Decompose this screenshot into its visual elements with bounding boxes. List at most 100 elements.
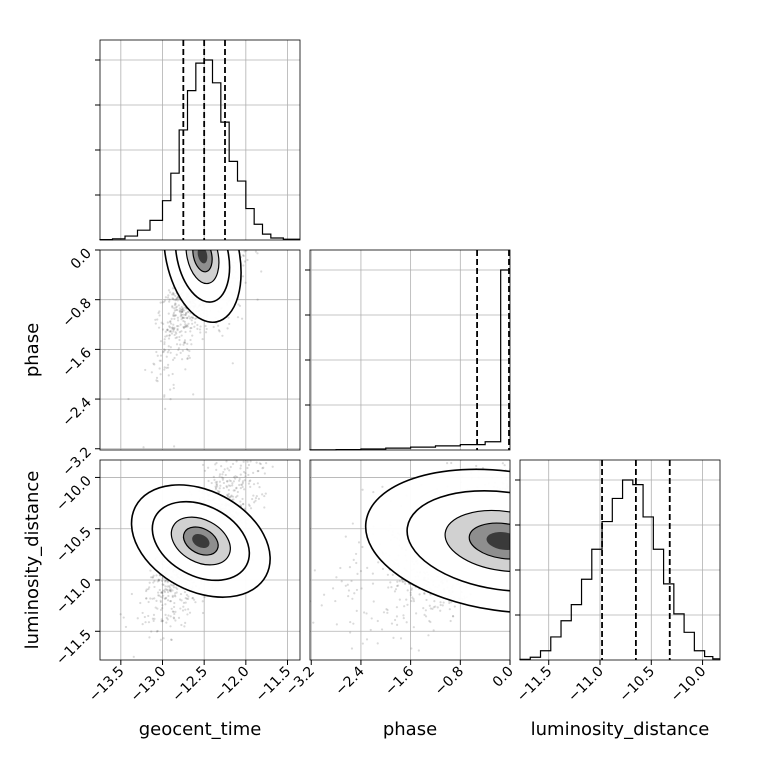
sample-point	[553, 471, 555, 473]
sample-point	[210, 244, 212, 246]
sample-point	[241, 481, 244, 485]
sample-point	[161, 591, 164, 594]
sample-point	[213, 245, 215, 247]
sample-point	[143, 615, 146, 619]
sample-point	[130, 592, 133, 596]
sample-point	[213, 241, 215, 243]
sample-point	[127, 397, 130, 401]
sample-point	[160, 321, 163, 324]
sample-point	[155, 379, 158, 382]
sample-point	[515, 518, 517, 520]
sample-point	[191, 316, 194, 319]
contour-level	[192, 534, 210, 549]
sample-point	[192, 393, 195, 396]
sample-point	[255, 454, 257, 456]
sample-point	[431, 607, 434, 610]
y-tick-label: −1.6	[59, 345, 94, 380]
sample-point	[166, 589, 169, 592]
sample-point	[541, 494, 543, 496]
sample-point	[347, 595, 350, 598]
sample-point	[164, 407, 167, 410]
sample-point	[249, 485, 252, 488]
sample-point	[159, 354, 163, 357]
sample-point	[201, 463, 205, 467]
density	[310, 455, 555, 652]
sample-point	[181, 358, 184, 361]
sample-point	[516, 495, 518, 497]
sample-point	[148, 586, 151, 589]
sample-point	[176, 328, 179, 332]
sample-point	[176, 299, 179, 302]
sample-point	[203, 469, 207, 472]
sample-point	[152, 613, 156, 616]
sample-point	[514, 506, 516, 508]
sample-point	[168, 589, 171, 592]
sample-point	[186, 325, 189, 328]
sample-point	[243, 260, 247, 263]
sample-point	[511, 535, 513, 537]
sample-point	[213, 241, 215, 243]
sample-point	[181, 316, 184, 320]
sample-point	[503, 464, 506, 467]
sample-point	[175, 336, 179, 339]
sample-point	[176, 296, 179, 300]
sample-point	[538, 488, 540, 490]
sample-point	[168, 334, 171, 337]
sample-point	[172, 323, 175, 326]
sample-point	[523, 496, 525, 498]
sample-point	[261, 467, 264, 470]
sample-point	[168, 320, 172, 324]
sample-point	[263, 494, 266, 498]
sample-point	[165, 334, 169, 337]
sample-point	[549, 467, 551, 469]
sample-point	[429, 620, 432, 624]
sample-point	[161, 620, 164, 623]
sample-point	[192, 598, 196, 601]
sample-point	[182, 326, 186, 330]
sample-point	[252, 483, 256, 486]
sample-point	[351, 522, 354, 525]
sample-point	[231, 227, 233, 229]
sample-point	[226, 236, 228, 238]
sample-point	[229, 232, 231, 234]
sample-point	[172, 314, 175, 317]
sample-point	[386, 608, 389, 612]
sample-point	[156, 580, 159, 583]
sample-point	[162, 583, 165, 587]
sample-point	[158, 359, 161, 362]
sample-point	[521, 518, 523, 520]
sample-point	[510, 538, 512, 540]
sample-point	[179, 315, 182, 318]
sample-point	[186, 317, 189, 320]
sample-point	[145, 589, 148, 593]
sample-point	[360, 587, 363, 590]
sample-point	[173, 445, 176, 448]
sample-point	[246, 258, 249, 262]
sample-point	[450, 461, 453, 465]
sample-point	[178, 310, 181, 313]
sample-point	[228, 322, 231, 326]
sample-point	[174, 302, 177, 305]
sample-point	[174, 303, 177, 306]
sample-point	[190, 326, 193, 330]
sample-point	[515, 506, 517, 508]
sample-point	[224, 245, 226, 247]
sample-point	[213, 478, 216, 481]
sample-point	[147, 614, 150, 618]
sample-point	[475, 464, 478, 468]
sample-point	[201, 600, 204, 603]
sample-point	[227, 316, 230, 319]
sample-point	[540, 496, 542, 498]
sample-point	[159, 608, 163, 611]
sample-point	[382, 611, 386, 614]
sample-point	[179, 343, 182, 346]
sample-point	[193, 321, 197, 324]
sample-point	[521, 455, 523, 457]
sample-point	[187, 597, 190, 600]
sample-point	[520, 499, 522, 501]
sample-point	[166, 581, 169, 584]
sample-point	[181, 310, 184, 313]
sample-point	[173, 309, 177, 312]
sample-point	[169, 615, 172, 618]
sample-point	[185, 593, 189, 596]
